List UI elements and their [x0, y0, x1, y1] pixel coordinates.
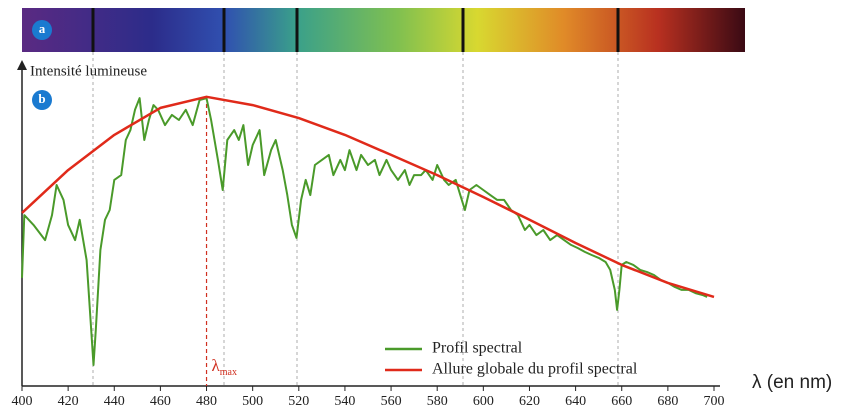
- x-tick-label: 560: [381, 394, 402, 409]
- x-tick-label: 400: [12, 394, 33, 409]
- y-axis-label: Intensité lumineuse: [30, 63, 147, 79]
- x-axis-label: λ (en nm): [752, 372, 832, 393]
- guide-lines: [93, 52, 618, 385]
- lambda-subscript: max: [220, 367, 237, 378]
- x-tick-label: 660: [611, 394, 632, 409]
- x-tick-label: 620: [519, 394, 540, 409]
- x-tick-label: 480: [196, 394, 217, 409]
- x-tick-label: 700: [704, 394, 725, 409]
- x-tick-label: 460: [150, 394, 171, 409]
- legend-label: Allure globale du profil spectral: [432, 361, 638, 378]
- x-tick-label: 420: [58, 394, 79, 409]
- panel-label: b: [38, 91, 45, 106]
- x-tick-label: 540: [334, 394, 355, 409]
- x-tick-label: 580: [427, 394, 448, 409]
- y-arrow: [17, 60, 27, 70]
- chart: a b Intensité lumineuse λ (en nm) 400 420…: [0, 0, 856, 412]
- spectrum-bar: [22, 8, 745, 52]
- panel-label: a: [39, 21, 46, 36]
- series-line: [22, 97, 714, 297]
- x-tick-label: 500: [242, 394, 263, 409]
- x-tick-label: 600: [473, 394, 494, 409]
- x-tick-label: 520: [288, 394, 309, 409]
- x-tick-label: 680: [657, 394, 678, 409]
- x-tick-label: 440: [104, 394, 125, 409]
- series-line: [22, 98, 707, 365]
- x-tick-label: 640: [565, 394, 586, 409]
- legend-label: Profil spectral: [432, 340, 523, 357]
